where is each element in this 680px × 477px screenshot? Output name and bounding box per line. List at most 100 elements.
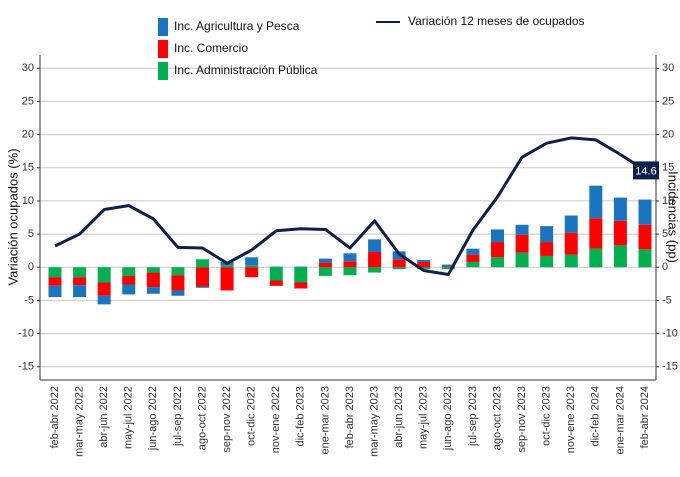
x-tick-label: oct-dic 2022 [246,386,258,446]
y2-tick-label: 30 [662,62,674,74]
bar [417,267,431,270]
bar [73,277,87,286]
bar [638,199,652,225]
bar [368,251,382,268]
legend-label: Inc. Agricultura y Pesca [174,19,300,33]
bar [318,267,332,276]
y-tick-label: 5 [28,228,34,240]
bar [97,282,111,296]
bar [638,224,652,250]
bar [318,262,332,268]
x-tick-label: dic-feb 2023 [295,386,307,447]
bar [589,218,603,249]
legend-label: Inc. Administración Pública [174,63,318,77]
bar [466,248,480,255]
bar [392,259,406,268]
x-tick-label: ago-oct 2022 [196,386,208,450]
bar [589,185,603,219]
bar [122,275,136,285]
y2-axis-label: Incidencias (pp) [666,171,680,263]
bar [122,284,136,295]
y2-tick-label: 25 [662,95,674,107]
y-tick-label: 10 [22,195,34,207]
bar [196,267,209,287]
bar [491,229,504,243]
bar [491,242,504,258]
bar [491,257,504,268]
bar [343,253,357,262]
y-tick-label: 15 [22,162,34,174]
bar [540,226,554,243]
bar [48,285,62,298]
y-tick-label: 20 [22,128,34,140]
bar [48,267,62,278]
bar [515,224,529,235]
x-tick-label: sep-nov 2022 [221,386,233,453]
bar [269,280,283,286]
y2-tick-label: -15 [662,361,678,373]
x-tick-label: mar-may 2022 [73,386,85,457]
bar [441,264,455,267]
x-tick-label: abr-jun 2023 [393,386,405,448]
bar [245,265,259,268]
x-tick-label: nov-ene 2023 [565,386,577,453]
x-tick-label: feb-abr 2023 [344,386,356,448]
y-tick-label: -5 [24,294,34,306]
x-tick-label: jun-ago 2023 [442,386,454,451]
data-label-box [633,161,659,180]
bar [146,267,160,273]
x-tick-label: abr-jun 2022 [98,386,110,448]
bar [245,257,259,266]
y2-tick-label: 0 [662,261,668,273]
bar [417,259,431,262]
y2-tick-label: -10 [662,327,678,339]
bar [368,239,382,252]
bar [368,267,382,273]
bar [294,282,308,289]
x-tick-label: jul-sep 2022 [172,386,184,447]
x-tick-label: oct-dic 2023 [541,386,553,446]
bar [294,266,308,268]
bar [343,267,357,276]
bar [540,242,554,256]
bar [97,295,111,305]
bar [294,267,308,283]
bar [466,254,480,262]
legend-label: Variación 12 meses de ocupados [408,14,585,28]
x-tick-label: mar-may 2023 [368,386,380,457]
bar [589,248,603,268]
legend-swatch [158,62,168,80]
legend-swatch [158,40,168,58]
bar [97,267,111,283]
bar [220,267,234,291]
y2-tick-label: 20 [662,128,674,140]
bar [171,290,185,296]
bar [343,261,357,268]
x-tick-label: ago-oct 2023 [491,386,503,450]
x-tick-label: jun-ago 2022 [147,386,159,451]
bar [196,286,209,288]
y2-tick-label: 15 [662,162,674,174]
bar [466,261,480,268]
x-tick-label: feb-abr 2022 [49,386,61,448]
bar [245,267,259,278]
bar [613,197,627,221]
bar [196,259,209,268]
x-tick-label: feb-abr 2024 [639,386,651,448]
bar [441,266,455,268]
x-tick-label: may-jul 2023 [418,386,430,449]
bar [48,277,62,286]
bar [146,287,160,294]
x-tick-label: ene-mar 2023 [319,386,331,455]
legend-swatch [158,18,168,36]
bar [171,267,185,276]
bar [515,252,529,268]
x-tick-label: nov-ene 2022 [270,386,282,453]
y2-tick-label: -5 [662,294,672,306]
x-tick-label: dic-feb 2024 [590,386,602,447]
bar [564,215,578,233]
bar [564,232,578,255]
bar [613,245,627,268]
x-tick-label: may-jul 2022 [123,386,135,449]
data-label: 14.6 [635,165,656,177]
